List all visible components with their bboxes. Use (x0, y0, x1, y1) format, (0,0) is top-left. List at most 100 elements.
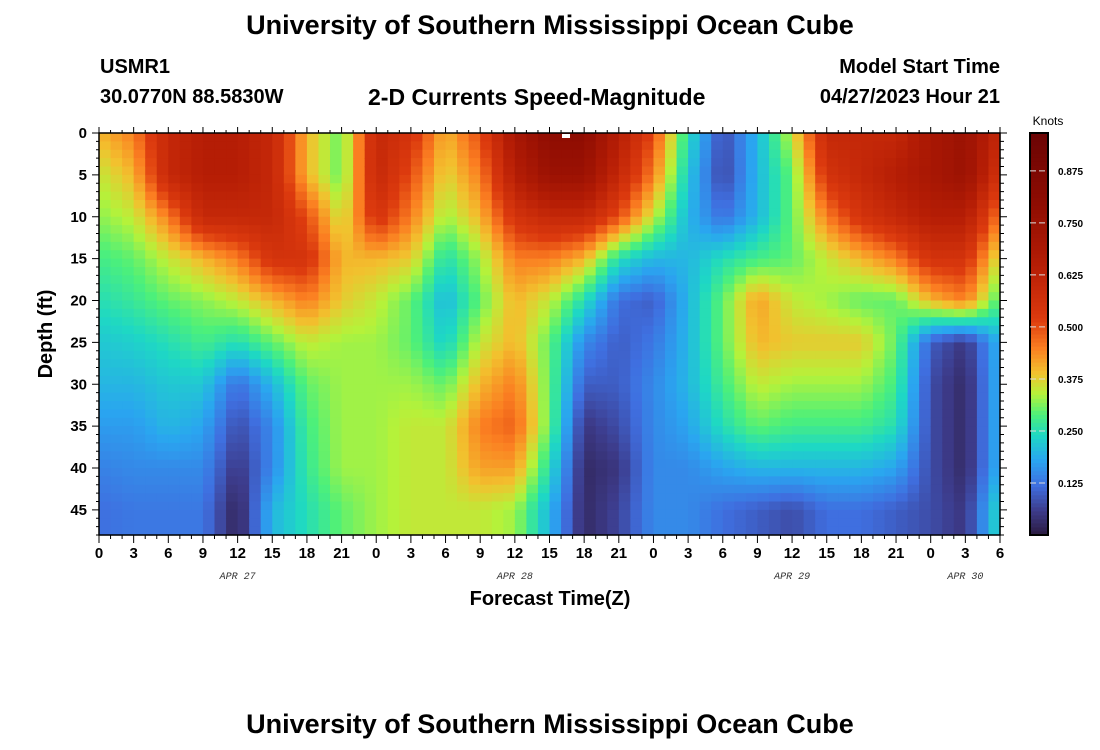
heatmap-cell (618, 317, 631, 327)
heatmap-cell (168, 459, 181, 469)
heatmap-cell (526, 233, 539, 243)
heatmap-cell (156, 325, 169, 335)
heatmap-cell (803, 359, 816, 369)
heatmap-cell (364, 426, 377, 436)
colorbar-segment (1030, 173, 1048, 178)
heatmap-cell (99, 225, 112, 235)
heatmap-cell (122, 493, 135, 503)
heatmap-cell (156, 133, 169, 142)
heatmap-cell (526, 392, 539, 402)
heatmap-cell (826, 283, 839, 293)
heatmap-cell (641, 451, 655, 461)
heatmap-cell (768, 434, 782, 444)
heatmap-cell (618, 149, 631, 159)
heatmap-cell (341, 409, 354, 419)
heatmap-cell (745, 442, 759, 452)
heatmap-cell (803, 158, 816, 168)
heatmap-cell (641, 442, 655, 452)
heatmap-cell (849, 334, 862, 343)
heatmap-cell (537, 275, 551, 285)
heatmap-cell (792, 166, 805, 176)
heatmap-cell (734, 241, 747, 251)
heatmap-cell (595, 191, 608, 201)
heatmap-cell (919, 183, 932, 193)
heatmap-cell (572, 292, 585, 302)
heatmap-cell (953, 225, 966, 235)
heatmap-cell (745, 267, 759, 276)
heatmap-cell (688, 250, 701, 260)
heatmap-cell (884, 216, 897, 226)
heatmap-cell (641, 292, 655, 302)
heatmap-cell (930, 183, 943, 193)
heatmap-cell (214, 250, 227, 260)
heatmap-cell (572, 501, 585, 511)
heatmap-cell (792, 158, 805, 168)
heatmap-cell (318, 283, 331, 293)
heatmap-cell (422, 275, 435, 285)
heatmap-cell (780, 200, 793, 209)
heatmap-cell (503, 401, 516, 410)
heatmap-cell (653, 267, 666, 276)
heatmap-cell (306, 283, 320, 293)
heatmap-cell (896, 476, 909, 486)
heatmap-cell (861, 200, 874, 209)
heatmap-cell (330, 183, 343, 193)
heatmap-cell (953, 442, 966, 452)
heatmap-cell (745, 375, 759, 385)
heatmap-cell (399, 350, 412, 360)
heatmap-cell (422, 518, 435, 528)
heatmap-cell (237, 183, 250, 193)
heatmap-cell (468, 141, 481, 151)
heatmap-cell (191, 526, 204, 536)
heatmap-cell (99, 183, 112, 193)
heatmap-cell (676, 434, 689, 444)
heatmap-cell (549, 292, 562, 302)
heatmap-cell (549, 417, 562, 427)
heatmap-cell (214, 267, 227, 276)
heatmap-cell (433, 392, 447, 402)
heatmap-cell (295, 158, 308, 168)
heatmap-cell (387, 225, 400, 235)
heatmap-cell (792, 200, 805, 209)
heatmap-cell (919, 417, 932, 427)
colorbar-tick-label: 0.500 (1058, 323, 1083, 334)
heatmap-cell (734, 442, 747, 452)
heatmap-cell (734, 317, 747, 327)
heatmap-cell (445, 401, 458, 410)
heatmap-cell (815, 183, 828, 193)
heatmap-cell (849, 283, 862, 293)
heatmap-cell (618, 300, 631, 310)
heatmap-cell (156, 518, 169, 528)
heatmap-cell (191, 158, 204, 168)
heatmap-cell (757, 325, 770, 335)
heatmap-cell (595, 476, 608, 486)
heatmap-cell (318, 526, 331, 536)
heatmap-cell (549, 401, 562, 410)
heatmap-cell (214, 367, 227, 377)
heatmap-cell (699, 241, 712, 251)
heatmap-cell (226, 509, 239, 519)
heatmap-cell (214, 200, 227, 209)
heatmap-cell (884, 258, 897, 268)
heatmap-cell (237, 191, 250, 201)
heatmap-cell (618, 275, 631, 285)
heatmap-cell (99, 325, 112, 335)
heatmap-cell (780, 476, 793, 486)
heatmap-cell (745, 334, 759, 343)
heatmap-cell (353, 501, 366, 511)
heatmap-cell (861, 166, 874, 176)
heatmap-cell (491, 459, 504, 469)
heatmap-cell (214, 141, 227, 151)
heatmap-cell (537, 409, 551, 419)
heatmap-cell (919, 258, 932, 268)
heatmap-cell (803, 401, 816, 410)
heatmap-cell (226, 417, 239, 427)
heatmap-cell (953, 200, 966, 209)
y-tick-label: 35 (70, 418, 87, 435)
heatmap-cell (549, 501, 562, 511)
heatmap-cell (745, 484, 759, 494)
heatmap-cell (306, 225, 320, 235)
model-start-value: 04/27/2023 Hour 21 (819, 86, 1000, 108)
heatmap-cell (988, 401, 1001, 410)
heatmap-cell (445, 200, 458, 209)
